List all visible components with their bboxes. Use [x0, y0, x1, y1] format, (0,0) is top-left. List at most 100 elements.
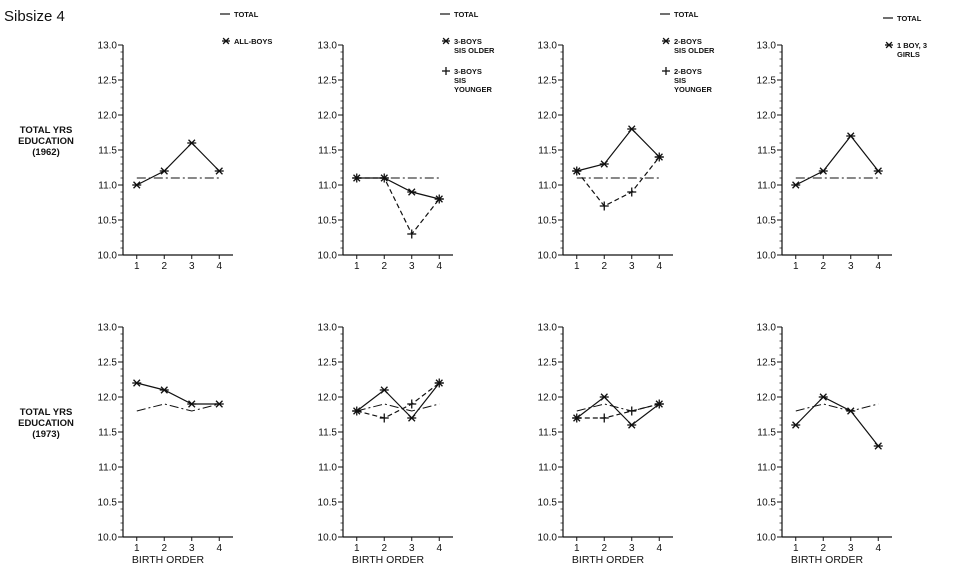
legend-label: 1 BOY, 3	[897, 41, 927, 50]
y-tick-label: 12.0	[318, 111, 338, 122]
row-label-line: EDUCATION	[18, 418, 74, 429]
x-tick-label: 2	[381, 261, 387, 272]
x-tick-label: 3	[848, 543, 854, 554]
y-tick-label: 13.0	[538, 323, 558, 334]
x-tick-label: 2	[820, 261, 826, 272]
marker-stroke	[215, 400, 223, 408]
marker-stroke	[215, 167, 223, 175]
data-point-plus	[654, 152, 664, 162]
data-point-star	[627, 421, 637, 429]
y-tick-label: 12.0	[318, 393, 338, 404]
x-tick-label: 4	[656, 261, 662, 272]
data-point-star	[818, 167, 828, 175]
data-point-star	[599, 160, 609, 168]
y-tick-label: 10.5	[538, 498, 558, 509]
panel-r2-c2: 10.0 10.5 11.0 11.5 12.0 12.5 13.0 1 2 3 4 BIRTH OR…	[318, 323, 453, 566]
x-tick-label: 1	[134, 261, 140, 272]
y-tick-label: 13.0	[98, 41, 118, 52]
marker-stroke	[874, 167, 882, 175]
row-label-line: (1962)	[32, 147, 59, 158]
marker-stroke	[847, 407, 855, 415]
x-tick-label: 4	[656, 543, 662, 554]
marker-stroke	[847, 132, 855, 140]
y-tick-label: 13.0	[98, 323, 118, 334]
data-point-plus	[627, 187, 637, 197]
data-point-star	[599, 393, 609, 401]
data-point-plus	[352, 406, 362, 416]
x-tick-label: 4	[875, 543, 881, 554]
x-axis-title: BIRTH ORDER	[572, 554, 645, 566]
y-tick-label: 11.0	[318, 181, 337, 192]
y-tick-label: 11.0	[98, 463, 117, 474]
data-point-star	[187, 139, 197, 147]
y-tick-label: 12.0	[757, 393, 777, 404]
y-tick-label: 12.0	[538, 111, 558, 122]
y-tick-label: 11.0	[318, 463, 337, 474]
marker-stroke	[600, 393, 608, 401]
y-tick-label: 12.0	[98, 393, 118, 404]
x-tick-label: 3	[409, 261, 415, 272]
data-point-star	[214, 167, 224, 175]
series-line	[576, 396, 660, 426]
panel-r2-c4: 10.0 10.5 11.0 11.5 12.0 12.5 13.0 1 2 3 4 BIRTH OR…	[757, 323, 892, 566]
series-line	[356, 177, 440, 200]
marker-stroke	[819, 393, 827, 401]
data-point-star	[132, 181, 142, 189]
data-point-star	[627, 125, 637, 133]
x-tick-label: 4	[436, 543, 442, 554]
data-point-star	[379, 386, 389, 394]
data-point-star	[818, 393, 828, 401]
x-tick-label: 4	[216, 543, 222, 554]
x-tick-label: 1	[793, 543, 799, 554]
page-title: Sibsize 4	[4, 8, 65, 25]
x-axis-title: BIRTH ORDER	[791, 554, 864, 566]
legend-plus-icon	[662, 67, 670, 75]
y-tick-label: 10.0	[757, 251, 777, 262]
legend-label: TOTAL	[234, 10, 259, 19]
y-tick-label: 11.0	[757, 181, 776, 192]
y-tick-label: 10.5	[757, 216, 777, 227]
y-tick-label: 12.5	[757, 76, 777, 87]
data-point-plus	[572, 166, 582, 176]
row-label-line: (1973)	[32, 429, 59, 440]
x-tick-label: 2	[601, 543, 607, 554]
x-tick-label: 4	[436, 261, 442, 272]
panel-r1-c2: 10.0 10.5 11.0 11.5 12.0 12.5 13.0 1 2 3 4 TOTAL 3-B…	[318, 10, 495, 272]
y-tick-label: 11.5	[98, 146, 117, 157]
panel-r2-c1: 10.0 10.5 11.0 11.5 12.0 12.5 13.0 1 2 3 4 BIRTH OR…	[98, 323, 233, 566]
legend-label: SIS OLDER	[674, 46, 715, 55]
marker-stroke	[874, 442, 882, 450]
legend-label: TOTAL	[454, 10, 479, 19]
y-tick-label: 10.0	[538, 533, 558, 544]
x-tick-label: 3	[189, 261, 195, 272]
marker-stroke	[133, 181, 141, 189]
y-tick-label: 12.5	[538, 358, 558, 369]
marker-stroke	[133, 379, 141, 387]
data-point-star	[214, 400, 224, 408]
data-point-plus	[599, 201, 609, 211]
y-tick-label: 12.0	[98, 111, 118, 122]
x-tick-label: 3	[409, 543, 415, 554]
data-point-star	[407, 188, 417, 196]
data-point-star	[846, 407, 856, 415]
y-tick-label: 10.0	[98, 251, 118, 262]
y-tick-label: 11.5	[318, 146, 337, 157]
data-point-star	[791, 181, 801, 189]
series-line	[356, 382, 440, 419]
y-tick-label: 11.5	[538, 428, 557, 439]
series-line	[356, 177, 440, 236]
series-line	[136, 142, 220, 186]
x-tick-label: 3	[629, 261, 635, 272]
y-tick-label: 11.0	[538, 181, 557, 192]
marker-stroke	[160, 167, 168, 175]
legend-label: SIS OLDER	[454, 46, 495, 55]
y-tick-label: 10.5	[318, 216, 338, 227]
marker-stroke	[408, 414, 416, 422]
x-tick-label: 1	[574, 543, 580, 554]
x-tick-label: 2	[381, 543, 387, 554]
panel-r1-c1: 10.0 10.5 11.0 11.5 12.0 12.5 13.0 1 2 3 4 TOTAL ALL…	[98, 10, 273, 272]
data-point-plus	[434, 194, 444, 204]
marker-stroke	[188, 139, 196, 147]
y-tick-label: 12.5	[318, 358, 338, 369]
